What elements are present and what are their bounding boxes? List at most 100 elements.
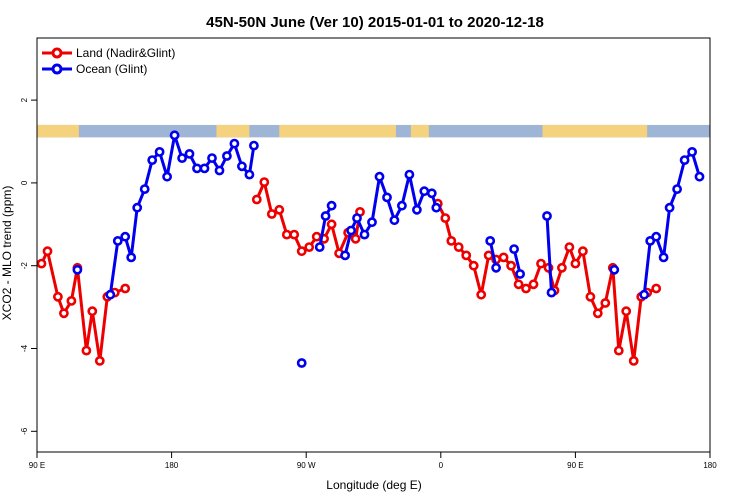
data-point: [613, 345, 624, 356]
data-point: [411, 204, 422, 215]
data-point: [87, 306, 98, 317]
data-point: [236, 161, 247, 172]
data-point: [592, 308, 603, 319]
data-point: [139, 184, 150, 194]
data-point: [314, 242, 325, 252]
data-point: [382, 192, 392, 203]
data-point: [513, 279, 524, 290]
data-point: [72, 264, 83, 275]
data-point: [112, 235, 123, 246]
y-axis-label: XCO2 - MLO trend (ppm): [0, 186, 14, 321]
data-point: [679, 155, 690, 165]
x-tick-label: 180: [703, 461, 717, 470]
x-tick-label: 90 W: [297, 461, 316, 470]
data-point: [389, 215, 400, 226]
data-point: [485, 235, 496, 246]
data-point: [199, 163, 210, 174]
data-point: [162, 171, 172, 182]
data-point: [352, 213, 362, 223]
series-layer: [36, 130, 705, 368]
data-point: [207, 153, 217, 163]
data-point: [53, 291, 63, 302]
data-point: [628, 355, 639, 366]
data-point: [147, 155, 158, 165]
data-point: [367, 217, 377, 228]
data-point: [359, 229, 370, 240]
data-point: [546, 287, 557, 298]
y-tick-label: -2: [20, 262, 29, 270]
plot-frame: [36, 37, 711, 453]
data-point: [509, 244, 519, 254]
data-point: [476, 289, 487, 300]
legend-marker-ocean: [51, 63, 63, 75]
data-point: [570, 258, 581, 269]
legend-item-land: Land (Nadir&Glint): [42, 46, 175, 60]
strip-land-band: [216, 124, 250, 138]
strip-land-band: [279, 124, 396, 138]
data-point: [326, 219, 337, 230]
chart-title: 45N-50N June (Ver 10) 2015-01-01 to 2020…: [206, 14, 544, 31]
data-point: [214, 165, 225, 176]
data-point: [498, 252, 509, 263]
land-ocean-strip: [37, 124, 710, 138]
data-point: [687, 146, 697, 157]
data-point: [528, 279, 539, 290]
legend: Land (Nadir&Glint) Ocean (Glint): [42, 46, 175, 76]
data-point: [42, 246, 53, 257]
strip-land-band: [37, 124, 79, 138]
data-point: [651, 231, 662, 242]
axes: 90 E 180 90 W 0 90 E 180 -6 -4 -2 0 2: [20, 97, 717, 470]
data-point: [304, 242, 315, 252]
data-point: [251, 194, 262, 205]
data-point: [350, 233, 361, 244]
data-point: [521, 283, 531, 294]
data-point: [346, 225, 356, 236]
data-point: [248, 140, 259, 151]
data-point: [396, 200, 407, 211]
data-point: [564, 242, 575, 252]
data-point: [600, 298, 611, 308]
legend-label-ocean: Ocean (Glint): [76, 62, 147, 76]
x-tick-label: 90 E: [29, 461, 45, 470]
data-point: [289, 229, 300, 240]
data-point: [192, 163, 202, 174]
data-point: [81, 345, 92, 356]
data-point: [126, 252, 137, 263]
strip-land-band: [542, 124, 648, 138]
data-point: [266, 209, 277, 219]
data-point: [94, 355, 105, 366]
y-tick-label: -4: [20, 344, 29, 352]
data-point: [132, 202, 143, 213]
data-point: [259, 177, 270, 187]
data-point: [340, 250, 350, 261]
data-point: [506, 260, 516, 271]
data-point: [672, 184, 682, 194]
data-point: [446, 235, 457, 246]
data-point: [491, 262, 501, 273]
legend-marker-land: [51, 47, 63, 59]
data-point: [664, 202, 675, 213]
x-tick-label: 0: [439, 461, 444, 470]
data-point: [694, 171, 705, 182]
data-point: [404, 169, 415, 180]
data-point: [169, 130, 180, 141]
data-point: [515, 269, 525, 279]
data-point: [120, 283, 131, 294]
series-ocean: [72, 130, 705, 368]
series-land: [36, 177, 662, 366]
x-tick-label: 90 E: [567, 461, 583, 470]
y-tick-label: 0: [20, 180, 29, 185]
x-tick-label: 180: [165, 461, 179, 470]
data-point: [59, 308, 69, 319]
data-point: [320, 211, 331, 221]
data-point: [419, 186, 430, 197]
strip-land-band: [410, 124, 429, 138]
data-point: [440, 213, 451, 223]
data-point: [461, 250, 472, 261]
data-point: [177, 153, 187, 163]
data-point: [585, 291, 596, 302]
data-point: [651, 283, 662, 294]
data-point: [154, 146, 165, 157]
data-point: [296, 246, 307, 257]
